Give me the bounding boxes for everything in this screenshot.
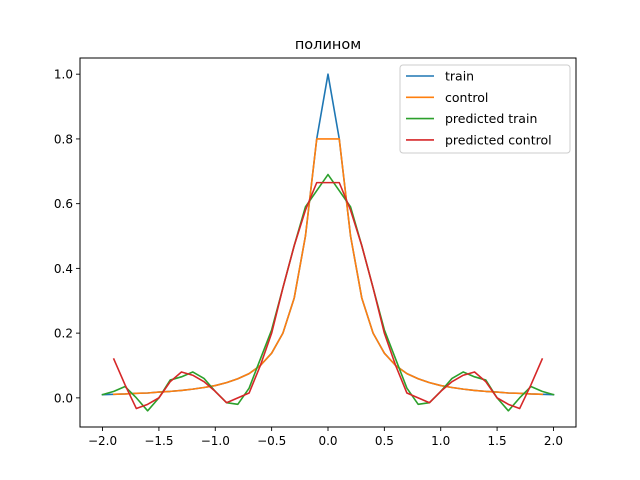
y-tick-label: 0.2 bbox=[54, 327, 73, 341]
legend-label-predicted-control: predicted control bbox=[445, 132, 552, 147]
y-tick-label: 0.0 bbox=[54, 391, 73, 405]
series-lines bbox=[101, 73, 555, 412]
x-tick-label: 0.5 bbox=[375, 434, 394, 448]
y-tick-label: 1.0 bbox=[54, 68, 73, 82]
series-line-predicted-train bbox=[101, 173, 555, 412]
x-axis: −2.0 −1.5 −1.0 −0.5 0.0 0.5 1.0 1.5 2.0 bbox=[88, 427, 563, 448]
series-line-control bbox=[112, 138, 544, 396]
legend-box bbox=[399, 64, 571, 154]
y-tick-label: 0.6 bbox=[54, 197, 73, 211]
x-tick-label: 1.5 bbox=[488, 434, 507, 448]
x-tick-label: −0.5 bbox=[257, 434, 286, 448]
legend-label-control: control bbox=[445, 90, 488, 105]
x-tick-label: −1.5 bbox=[144, 434, 173, 448]
x-tick-label: 0.0 bbox=[318, 434, 337, 448]
x-tick-label: 1.0 bbox=[431, 434, 450, 448]
x-tick-label: 2.0 bbox=[544, 434, 563, 448]
y-axis: 0.0 0.2 0.4 0.6 0.8 1.0 bbox=[54, 68, 80, 405]
legend: train control predicted train predicted con… bbox=[399, 64, 571, 154]
chart-title: полином bbox=[295, 37, 361, 53]
y-tick-label: 0.8 bbox=[54, 132, 73, 146]
x-tick-label: −2.0 bbox=[88, 434, 117, 448]
y-tick-label: 0.4 bbox=[54, 262, 73, 276]
legend-label-train: train bbox=[445, 69, 474, 84]
x-tick-label: −1.0 bbox=[201, 434, 230, 448]
legend-label-predicted-train: predicted train bbox=[445, 111, 537, 126]
series-line-predicted-control bbox=[112, 181, 544, 410]
